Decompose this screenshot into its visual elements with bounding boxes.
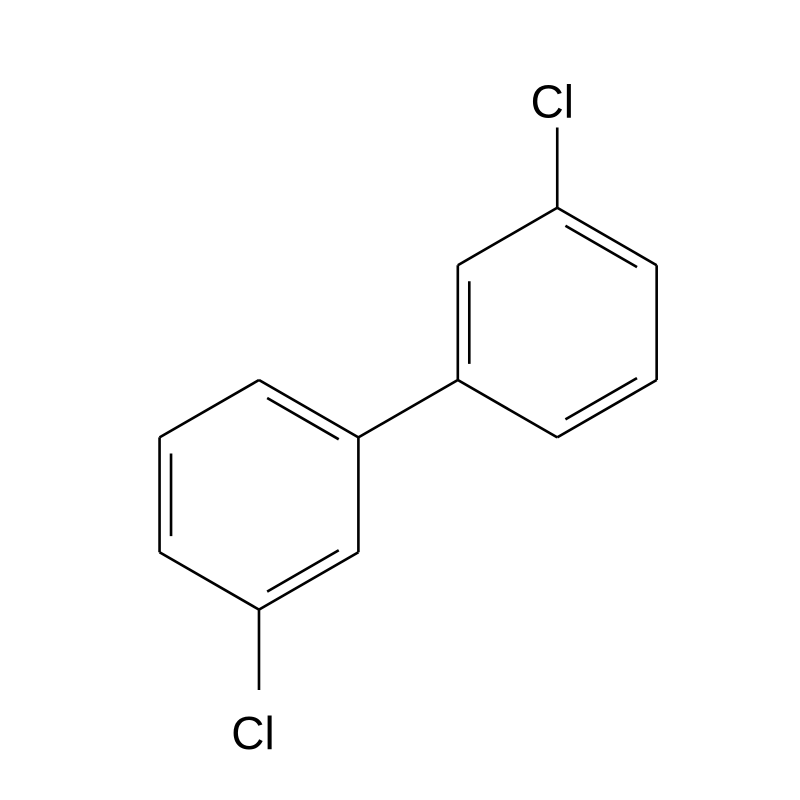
bond-line — [458, 380, 557, 437]
bond-line — [259, 552, 358, 609]
bond-line — [160, 552, 259, 609]
bond-line — [557, 208, 656, 265]
molecule-diagram: Cl Cl — [0, 0, 800, 800]
bond-line — [259, 380, 358, 437]
atom-label-cl: Cl — [231, 707, 274, 759]
bond-line — [160, 380, 259, 437]
bond-line — [458, 208, 557, 265]
atom-label-cl: Cl — [531, 76, 574, 128]
bond-line — [358, 380, 457, 437]
bond-line — [557, 380, 656, 437]
